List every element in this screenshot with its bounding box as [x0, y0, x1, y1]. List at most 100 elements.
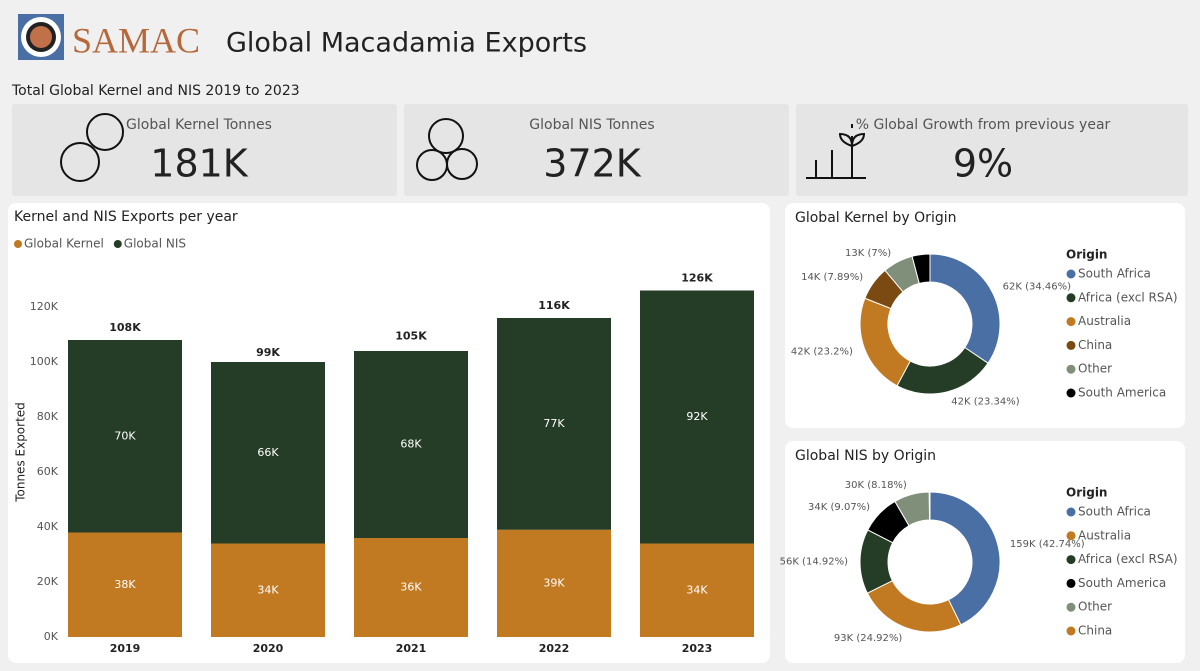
data-label: 36K — [400, 581, 422, 594]
legend-swatch — [1066, 364, 1076, 374]
kpi-card — [796, 104, 1188, 196]
data-label: 42K (23.2%) — [791, 347, 853, 358]
legend-swatch — [1066, 602, 1076, 612]
legend-swatch — [113, 240, 122, 248]
logo-nut — [30, 26, 52, 48]
data-label: 39K — [543, 576, 565, 589]
y-tick-label: 20K — [37, 575, 59, 588]
kpi-label: Global NIS Tonnes — [529, 117, 654, 133]
donut-slice — [929, 253, 1001, 364]
section-title: Total Global Kernel and NIS 2019 to 2023 — [11, 83, 300, 99]
total-label: 105K — [395, 329, 427, 342]
data-label: 93K (24.92%) — [834, 633, 902, 644]
bar-segment — [354, 538, 468, 637]
x-tick-label: 2020 — [253, 642, 284, 655]
legend-swatch — [1066, 555, 1076, 565]
y-tick-label: 120K — [30, 300, 59, 313]
bar-segment — [68, 340, 182, 533]
legend-swatch — [1066, 578, 1076, 588]
legend-swatch — [14, 240, 22, 248]
nis-icon — [416, 118, 478, 181]
data-label: 66K — [257, 446, 279, 459]
data-label: 159K (42.74%) — [1010, 539, 1085, 550]
legend-title: Origin — [1066, 486, 1107, 500]
donut-slice — [928, 491, 931, 521]
logo-text: SAMAC — [72, 20, 200, 60]
kpi-label: % Global Growth from previous year — [856, 117, 1111, 133]
kpi-card — [404, 104, 789, 196]
page-title: Global Macadamia Exports — [226, 28, 587, 59]
legend-label: Australia — [1078, 314, 1131, 328]
data-label: 14K (7.89%) — [801, 272, 863, 283]
donut-slice — [929, 491, 1001, 626]
y-tick-label: 60K — [37, 465, 59, 478]
chart-title: Global NIS by Origin — [795, 448, 936, 464]
x-tick-label: 2021 — [396, 642, 427, 655]
data-label: 92K — [686, 410, 708, 423]
legend-swatch — [1066, 340, 1076, 350]
y-tick-label: 0K — [44, 630, 59, 643]
x-tick-label: 2023 — [682, 642, 713, 655]
bar-segment — [497, 318, 611, 530]
data-label: 34K (9.07%) — [808, 502, 870, 513]
x-tick-label: 2022 — [539, 642, 570, 655]
data-label: 13K (7%) — [845, 248, 891, 259]
kpi-value: 181K — [150, 142, 249, 186]
kpi-value: 372K — [543, 142, 642, 186]
growth-icon — [806, 124, 866, 179]
total-label: 126K — [681, 272, 713, 285]
legend-label: Other — [1078, 600, 1112, 614]
legend-swatch — [1066, 388, 1076, 398]
legend-label: Africa (excl RSA) — [1078, 552, 1178, 566]
x-tick-label: 2019 — [110, 642, 141, 655]
legend-swatch — [1066, 269, 1076, 279]
data-label: 56K (14.92%) — [780, 556, 848, 567]
legend-label: Global NIS — [124, 237, 186, 251]
data-label: 42K (23.34%) — [951, 397, 1019, 408]
legend-label: Africa (excl RSA) — [1078, 290, 1178, 304]
y-axis-label: Tonnes Exported — [14, 402, 28, 503]
chart-title: Kernel and NIS Exports per year — [14, 209, 238, 225]
bar-segment — [354, 351, 468, 538]
legend-swatch — [1066, 626, 1076, 636]
legend-label: South America — [1078, 386, 1166, 400]
legend-label: China — [1078, 624, 1112, 638]
bar-segment — [211, 543, 325, 637]
bar-segment — [211, 362, 325, 544]
legend-label: China — [1078, 338, 1112, 352]
legend-label: South America — [1078, 576, 1166, 590]
data-label: 34K — [686, 583, 708, 596]
legend-label: Australia — [1078, 528, 1131, 542]
legend-label: South Africa — [1078, 505, 1151, 519]
bar-segment — [68, 532, 182, 637]
y-tick-label: 100K — [30, 355, 59, 368]
data-label: 70K — [114, 429, 136, 442]
data-label: 38K — [114, 578, 136, 591]
y-tick-label: 80K — [37, 410, 59, 423]
chart-title: Global Kernel by Origin — [795, 210, 956, 226]
kpi-card — [12, 104, 397, 196]
legend-swatch — [1066, 507, 1076, 517]
kpi-value: 9% — [953, 142, 1013, 186]
legend-label: South Africa — [1078, 267, 1151, 281]
data-label: 34K — [257, 583, 279, 596]
legend-swatch — [1066, 317, 1076, 327]
bar-segment — [640, 290, 754, 544]
kpi-label: Global Kernel Tonnes — [126, 117, 272, 133]
data-label: 68K — [400, 438, 422, 451]
legend-swatch — [1066, 293, 1076, 303]
bar-segment — [640, 543, 754, 637]
legend-label: Global Kernel — [24, 237, 104, 251]
bar-segment — [497, 529, 611, 637]
total-label: 99K — [256, 346, 280, 359]
data-label: 30K (8.18%) — [845, 480, 907, 491]
legend-swatch — [1066, 531, 1076, 541]
y-tick-label: 40K — [37, 520, 59, 533]
total-label: 116K — [538, 299, 570, 312]
data-label: 77K — [543, 417, 565, 430]
legend-label: Other — [1078, 362, 1112, 376]
data-label: 62K (34.46%) — [1003, 281, 1071, 292]
kernel-icon — [60, 113, 124, 182]
